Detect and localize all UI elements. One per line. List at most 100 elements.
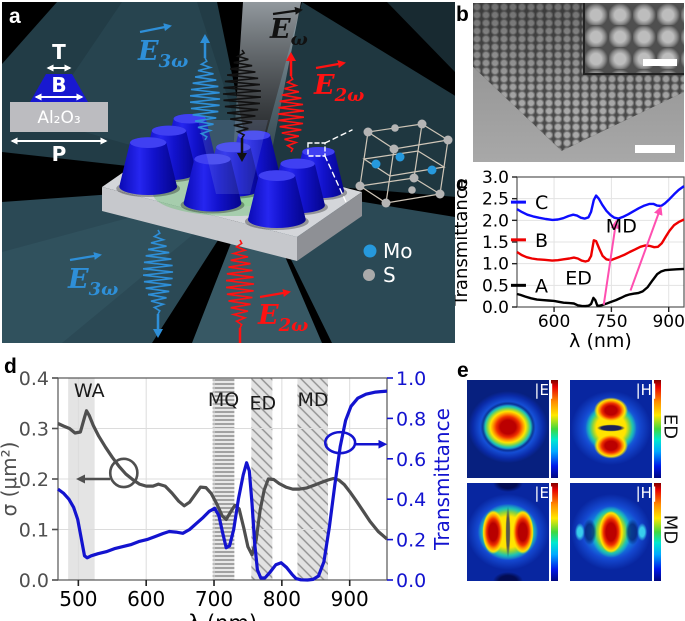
x-tick-label: 900: [652, 312, 684, 332]
mo-legend-dot: [363, 244, 377, 258]
e3w-top-label: E3ω: [137, 36, 188, 72]
wave-packet: [190, 57, 221, 141]
y-tick-label: 0.0: [482, 298, 509, 318]
panel-label-a: a: [9, 5, 21, 28]
right-tick-label: 0.2: [396, 530, 426, 552]
field-label: |E|: [534, 484, 554, 502]
nanopillar-top: [302, 147, 335, 157]
annotation-MD: MD: [606, 215, 637, 237]
panel-label-b: b: [456, 3, 469, 26]
series-B: [516, 218, 685, 263]
base-width-label: B: [51, 73, 66, 97]
wave-packet: [277, 75, 304, 153]
wave-packet: [143, 229, 174, 315]
field-map-md-e: |E|: [467, 483, 558, 581]
wave-packet: [226, 239, 255, 329]
left-tick-label: 0.1: [19, 520, 49, 542]
nanopillar: [119, 137, 178, 196]
field-map: [570, 380, 652, 478]
left-tick-label: 0.2: [19, 469, 49, 491]
wave-packet: [222, 49, 261, 139]
inset-scale-bar: [643, 58, 677, 66]
substrate-label: Al₂O₃: [37, 108, 80, 128]
colorbar: [551, 380, 558, 478]
transmittance-spectra-chart: 0.00.51.01.52.02.53.0 600 750 900 λ (nm) Tran…: [455, 168, 685, 350]
row-label-ed: ED: [659, 413, 681, 440]
y-tick-label: 1.5: [482, 233, 509, 253]
nanopillar-top: [151, 125, 187, 136]
colorbar: [654, 483, 661, 581]
laser-beams: [2, 2, 457, 343]
x-axis-label: λ (nm): [569, 330, 632, 350]
y-tick-label: 1.0: [482, 255, 509, 275]
right-tick-label: 0.6: [396, 449, 426, 471]
wave-arrowhead: [237, 153, 247, 162]
legend-label: A: [535, 275, 548, 297]
transmittance-curve: [57, 389, 388, 582]
y-tick-label: 2.0: [482, 211, 509, 231]
nanopillar: [183, 153, 242, 212]
mo-legend-label: Mo: [383, 239, 413, 263]
panel-a-scene: E3ω Eω E2ω E3ω E2ω T: [2, 2, 457, 352]
nanopillar-top: [258, 170, 296, 181]
annotation-ED: ED: [565, 267, 592, 289]
right-tick-label: 0.4: [396, 489, 426, 511]
x-tick-label: 600: [127, 587, 165, 611]
band-label-MD: MD: [298, 389, 329, 411]
top-width-label: T: [52, 40, 66, 64]
x-tick-label: 900: [331, 587, 369, 611]
left-tick-label: 0.3: [19, 419, 49, 441]
field-map: [467, 380, 549, 478]
field-map: [467, 483, 549, 581]
sigma-curve: [57, 409, 389, 557]
field-map-ed-h: |H|: [570, 380, 661, 478]
resonance-arrow: [602, 219, 620, 305]
band-label-MQ: MQ: [208, 389, 239, 411]
right-tick-label: 0.0: [396, 570, 426, 592]
row-label-md: MD: [659, 514, 681, 545]
legend-label: C: [535, 192, 548, 214]
wave-arrowhead: [286, 52, 296, 61]
sulfur-atoms: [355, 119, 453, 208]
thg-bottom-label-group: E3ω: [67, 252, 118, 300]
molybdenum-atoms: [371, 152, 437, 175]
sem-inset-closeup: [582, 3, 684, 75]
y-tick-label: 0.5: [482, 276, 509, 296]
geometry-inset: T B Al₂O₃ P: [10, 40, 108, 166]
field-label: |E|: [534, 381, 554, 399]
y-tick-label: 2.5: [482, 190, 509, 210]
axis-pointer-ellipse: [108, 457, 139, 489]
x-axis-label: λ (nm): [188, 611, 257, 621]
nanopillar: [247, 170, 306, 229]
period-label: P: [52, 142, 67, 166]
panel-label-c: c: [456, 173, 468, 196]
shg-bottom-label-group: E2ω: [257, 289, 308, 336]
right-axis-label: Transmittance: [430, 408, 454, 551]
series-C: [516, 185, 685, 222]
cross-section-transmittance-chart: 0.0 0.1 0.2 0.3 0.4 0.0 0.2 0.4 0.6 0.8 1.0 500 600 7…: [0, 368, 454, 621]
ew-label: Eω: [269, 14, 308, 50]
zoom-box: [307, 142, 326, 157]
colorbar: [654, 380, 661, 478]
right-tick-label: 1.0: [396, 368, 426, 390]
resonance-arrow: [629, 205, 663, 291]
x-tick-label: 750: [595, 312, 627, 332]
wave-packets: [143, 34, 304, 352]
field-label: |H|: [635, 484, 657, 502]
e2w-top-label: E2ω: [313, 70, 364, 106]
x-tick-label: 600: [538, 312, 570, 332]
left-axis-label: σ (μm²): [0, 442, 21, 517]
s-legend-label: S: [383, 263, 396, 287]
field-label: |H|: [635, 381, 657, 399]
scale-bar: [635, 145, 675, 153]
focus-cone: [198, 120, 268, 194]
s-legend-dot: [363, 269, 375, 281]
thg-top-label-group: E3ω: [137, 23, 188, 72]
left-tick-label: 0.0: [19, 570, 49, 592]
band-label-ED: ED: [250, 392, 277, 414]
x-tick-label: 800: [263, 587, 301, 611]
axis-pointer-ellipse: [323, 430, 357, 455]
nanopillar-top: [237, 130, 271, 140]
colorbar: [551, 483, 558, 581]
